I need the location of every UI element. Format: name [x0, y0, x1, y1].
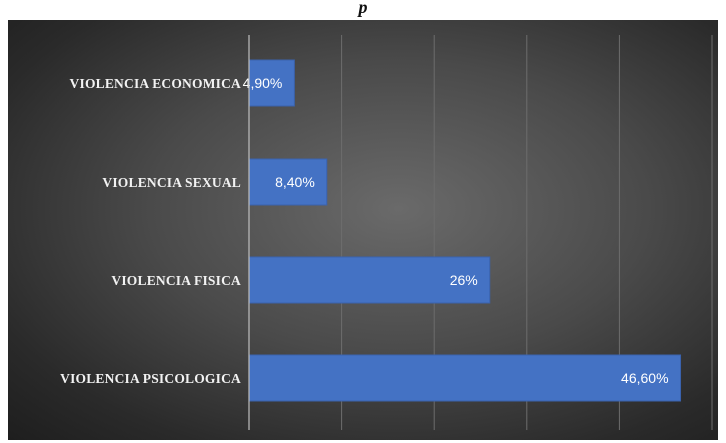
category-label: VIOLENCIA FISICA	[111, 273, 241, 288]
bar	[248, 256, 491, 304]
data-label: 26%	[450, 272, 478, 288]
bar-chart: VIOLENCIA ECONOMICA VIOLENCIA SEXUAL VIOLE…	[60, 35, 713, 430]
bar	[248, 354, 682, 402]
figure-caption: p	[358, 0, 368, 17]
chart-area: VIOLENCIA ECONOMICA VIOLENCIA SEXUAL VIOLE…	[8, 20, 718, 440]
data-label: 46,60%	[621, 370, 668, 386]
category-label: VIOLENCIA SEXUAL	[102, 175, 241, 190]
value-labels: 4,90% 8,40% 26% 46,60%	[243, 75, 669, 386]
bars	[248, 59, 682, 402]
category-label: VIOLENCIA ECONOMICA	[70, 76, 241, 91]
category-label: VIOLENCIA PSICOLOGICA	[60, 371, 241, 386]
data-label: 8,40%	[275, 174, 315, 190]
data-label: 4,90%	[243, 75, 283, 91]
bar	[248, 59, 295, 107]
category-labels: VIOLENCIA ECONOMICA VIOLENCIA SEXUAL VIOLE…	[60, 76, 241, 386]
